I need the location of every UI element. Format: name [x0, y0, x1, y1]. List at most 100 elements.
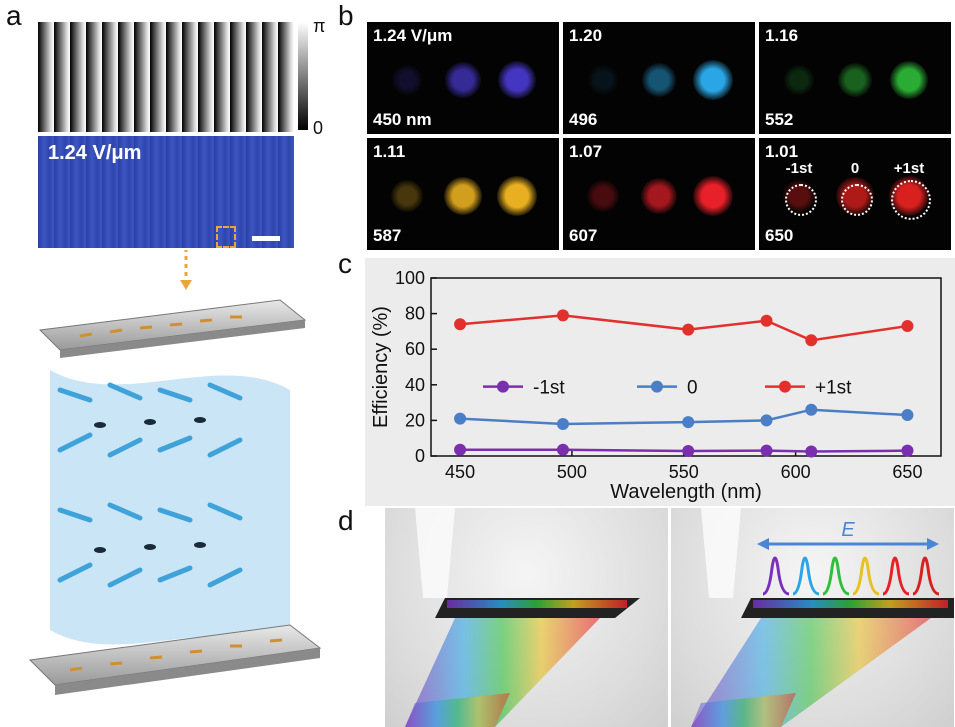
efficiency-chart: 0 20 40 60 80 100 450 500 550 600 650 -1st 0 +1st W…	[365, 258, 955, 506]
diffraction-cell: 1.20 496	[563, 22, 755, 134]
x-tick-label: 500	[557, 462, 587, 482]
field-strength-label: 1.11	[373, 142, 406, 161]
diffraction-spot	[889, 60, 929, 100]
data-point	[454, 443, 467, 456]
diffraction-order-label: 0	[850, 160, 860, 177]
diffraction-spot	[693, 60, 733, 100]
series-line	[460, 408, 908, 426]
diffraction-spot	[391, 64, 423, 96]
diffraction-spot	[391, 180, 423, 212]
data-point	[454, 412, 467, 425]
field-strength-label: 1.20	[569, 26, 603, 45]
bottom-substrate-edge	[55, 648, 320, 695]
legend-label: 0	[687, 378, 698, 399]
data-point	[760, 314, 773, 327]
diffraction-cell: 1.07 607	[563, 138, 755, 250]
diffraction-cell: 1.24 V/μm 450 nm	[367, 22, 559, 134]
x-tick-label: 600	[781, 462, 811, 482]
diffraction-order-label: -1st	[785, 160, 813, 177]
legend-marker	[651, 380, 663, 393]
colorbar-min-label: 0	[313, 118, 324, 138]
y-axis-label: Efficiency (%)	[370, 306, 392, 428]
legend-label: +1st	[815, 378, 852, 399]
polarized-micrograph: 1.24 V/μm	[38, 136, 294, 248]
wavelength-label: 450 nm	[373, 110, 432, 129]
lc-helix-illustration	[28, 250, 322, 695]
diffraction-spot	[443, 176, 483, 216]
scale-bar	[252, 236, 280, 241]
data-point	[901, 409, 914, 422]
data-point	[556, 417, 569, 430]
data-point	[556, 443, 569, 456]
zoom-region-box	[216, 226, 236, 248]
data-point	[760, 414, 773, 427]
e-field-label: E	[841, 519, 855, 541]
field-strength-label: 1.01	[765, 142, 799, 161]
phase-grating-pattern	[38, 22, 294, 132]
legend-label: -1st	[533, 378, 565, 399]
diffraction-spot	[587, 180, 619, 212]
diffraction-spot	[693, 176, 733, 216]
diffraction-spot	[838, 63, 872, 97]
panel-label-d: d	[338, 505, 354, 536]
zoom-arrow-head	[180, 280, 192, 290]
wavelength-label: 650	[765, 226, 794, 245]
diffraction-image-grid: 1.24 V/μm 450 nm 1.20 496 1.16 552 1.11 587 1.07…	[367, 22, 952, 252]
panel-label-b: b	[338, 0, 354, 31]
data-point	[805, 403, 818, 416]
broadband-illustration-left	[385, 508, 668, 727]
field-strength-label: 1.07	[569, 142, 603, 161]
y-tick-label: 80	[405, 304, 425, 324]
wavelength-label: 552	[765, 110, 794, 129]
phase-colorbar	[298, 22, 308, 130]
helix-rods	[50, 370, 290, 650]
diffraction-spot	[642, 63, 676, 97]
series-line	[459, 314, 908, 342]
panel-label-a: a	[6, 0, 22, 31]
field-strength-label: 1.24 V/μm	[373, 26, 453, 45]
wavelength-label: 587	[373, 226, 402, 245]
y-tick-label: 40	[405, 375, 425, 395]
diffraction-spot	[444, 61, 482, 99]
spectral-peak	[912, 556, 940, 596]
y-tick-label: 100	[395, 268, 425, 288]
diffraction-spot	[588, 65, 618, 95]
data-point	[760, 444, 773, 457]
spectral-peak	[762, 556, 790, 596]
spectral-peak	[882, 556, 910, 596]
y-tick-label: 0	[415, 446, 425, 466]
x-tick-label: 450	[445, 462, 475, 482]
data-point	[682, 445, 695, 458]
diffraction-order-label: +1st	[893, 160, 925, 177]
data-point	[556, 309, 569, 322]
wavelength-label: 496	[569, 110, 598, 129]
order-ring	[891, 180, 931, 220]
data-point	[805, 334, 818, 347]
colorbar-max-label: π	[313, 16, 326, 36]
y-tick-label: 20	[405, 410, 425, 430]
data-point	[682, 323, 695, 336]
micrograph-field-label: 1.24 V/μm	[48, 142, 142, 164]
data-point	[901, 320, 914, 333]
spectral-peak	[852, 556, 880, 596]
diffraction-spot	[497, 60, 537, 100]
diffraction-cell: 1.16 552	[759, 22, 951, 134]
legend-marker	[779, 380, 791, 393]
data-point	[682, 416, 695, 429]
broadband-illustration-right: E	[671, 508, 954, 727]
x-axis-label: Wavelength (nm)	[610, 481, 762, 503]
diffraction-cell: 1.11 587	[367, 138, 559, 250]
order-ring	[841, 184, 873, 216]
top-substrate-edge	[60, 320, 305, 358]
order-ring	[785, 184, 817, 216]
field-strength-label: 1.16	[765, 26, 799, 45]
spectral-peak	[822, 556, 850, 596]
wavelength-label: 607	[569, 226, 598, 245]
data-point	[805, 445, 818, 458]
diffraction-spot	[497, 176, 537, 216]
x-tick-label: 650	[892, 462, 922, 482]
data-point	[901, 444, 914, 457]
series-line	[460, 448, 908, 453]
y-tick-label: 60	[405, 339, 425, 359]
diffraction-cell: 1.01 650 -1st 0 +1st	[759, 138, 951, 250]
